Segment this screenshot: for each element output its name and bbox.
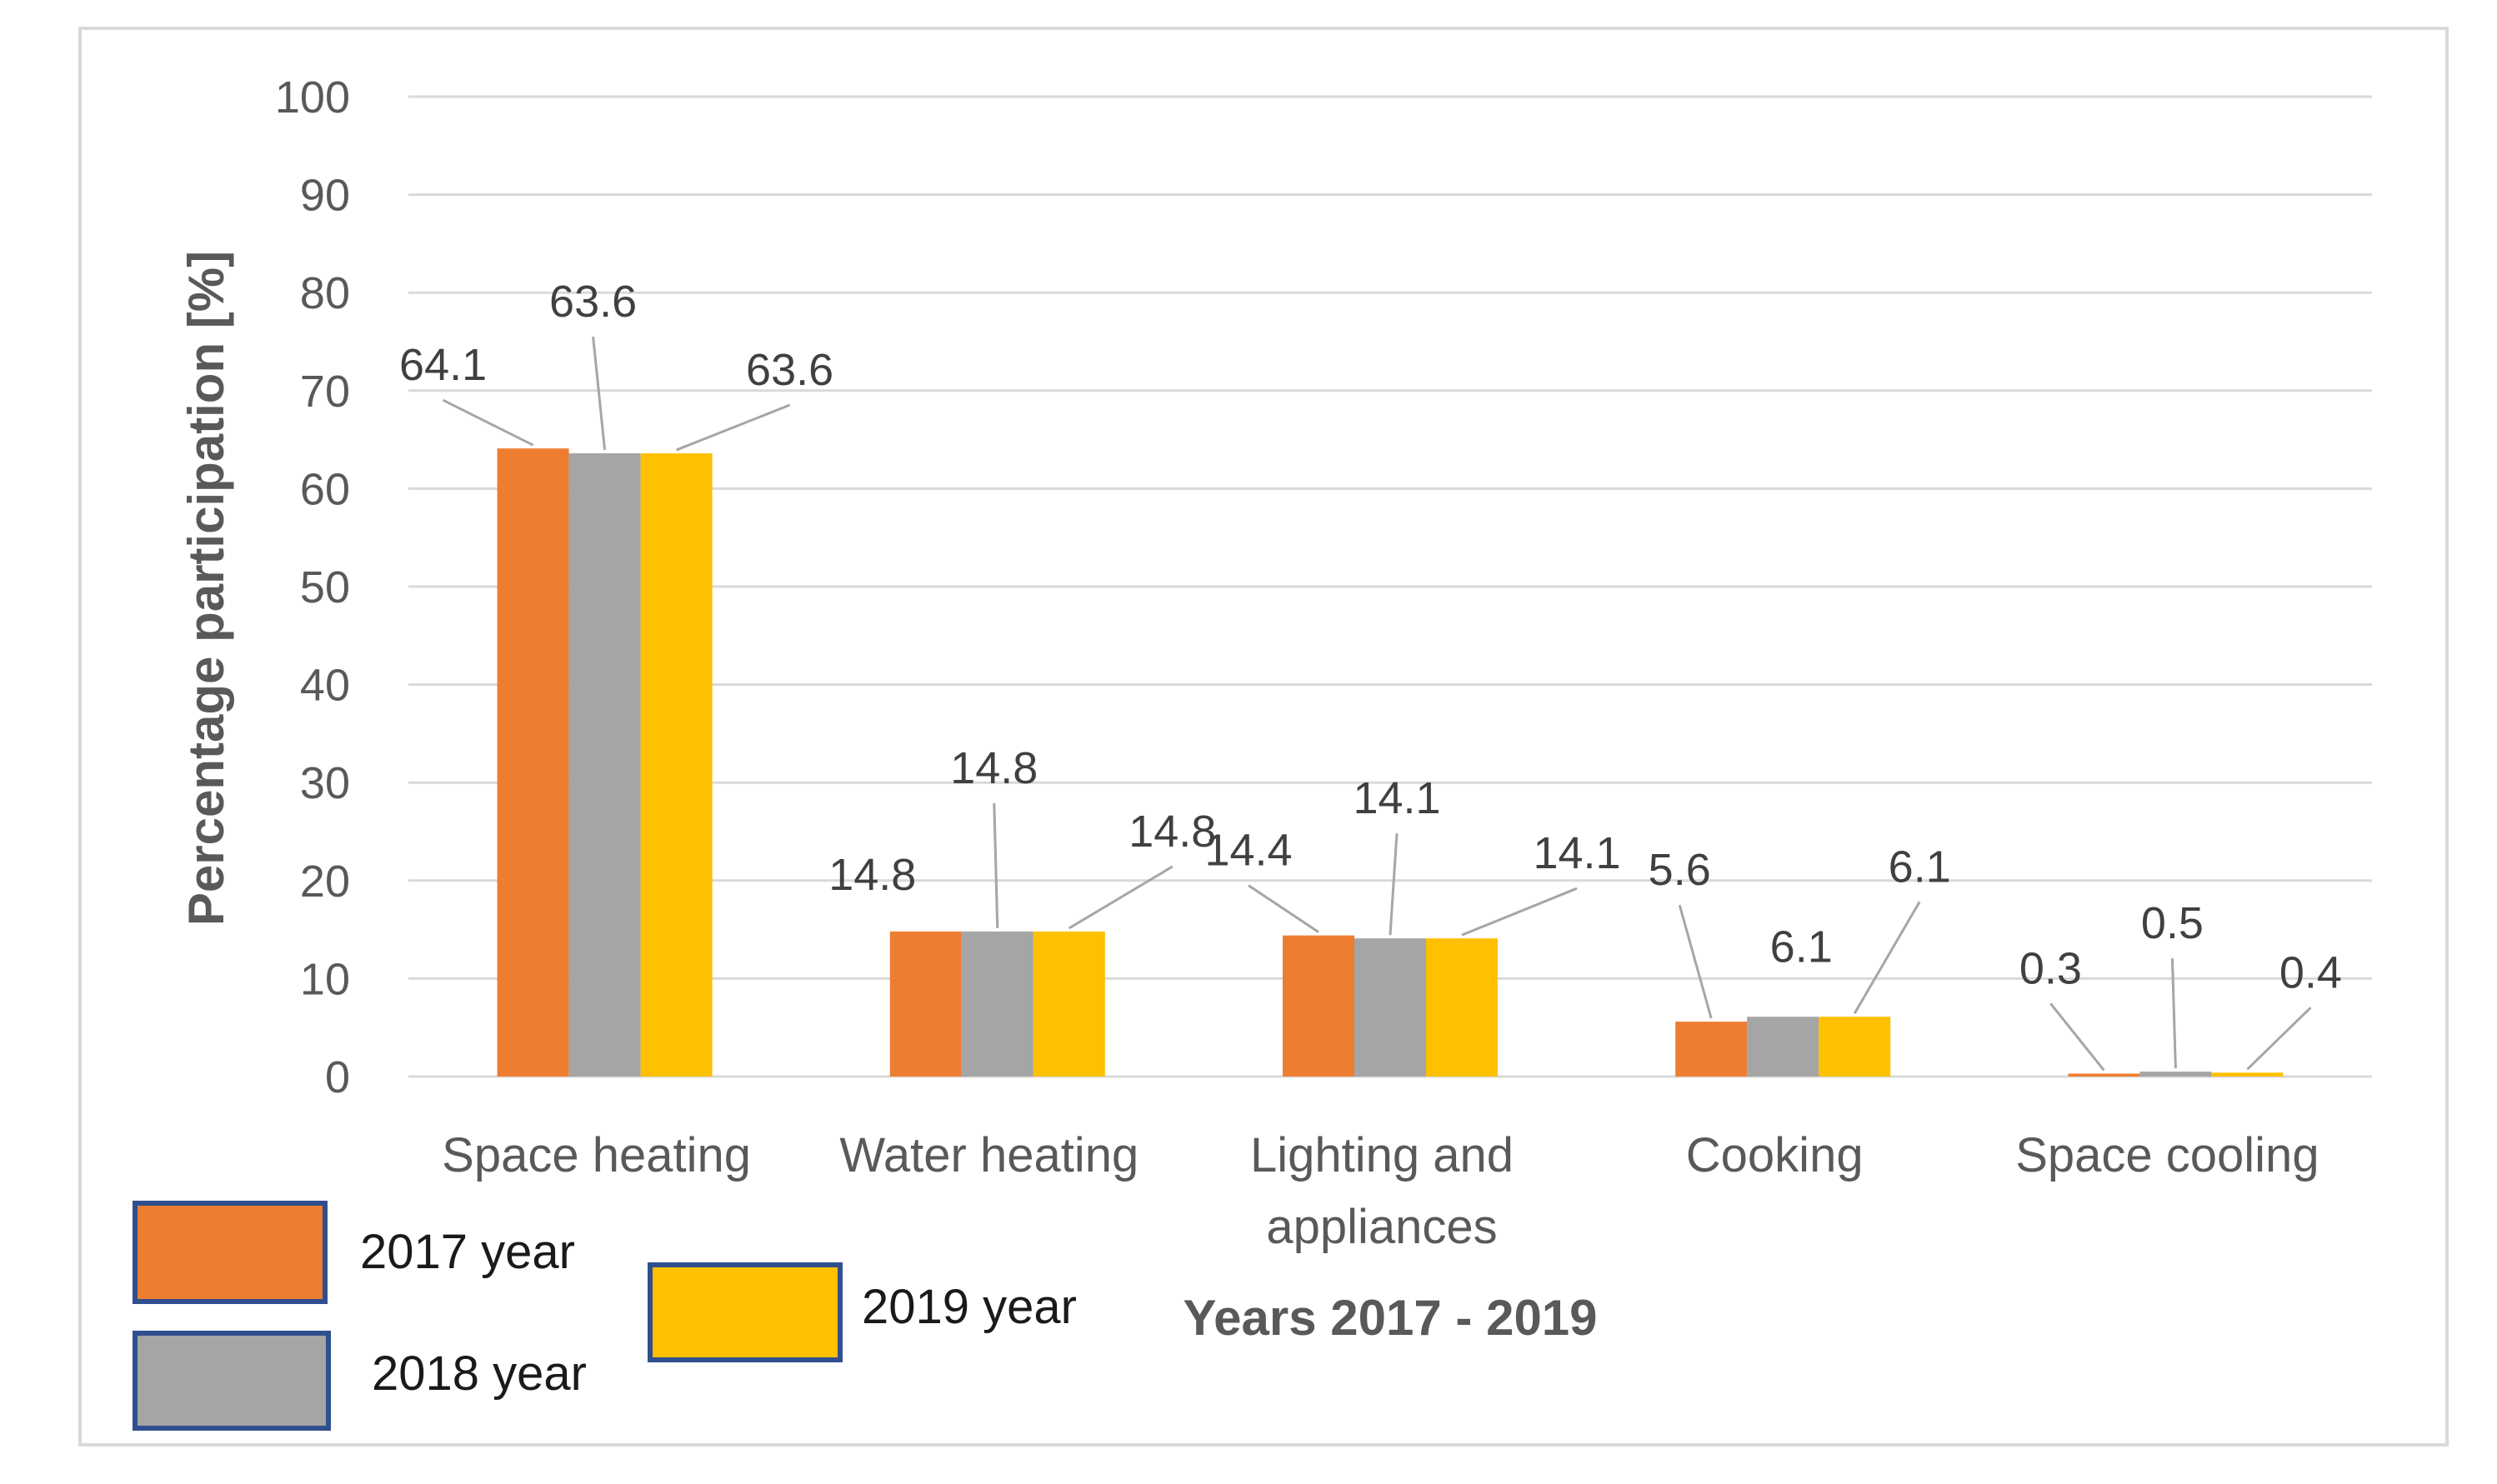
category-labels: Space heating Water heating Lighting and ap… <box>442 1128 2319 1254</box>
y-tick-labels: 0 10 20 30 40 50 60 70 80 90 100 <box>275 72 350 1102</box>
y-tick-label: 50 <box>300 562 350 612</box>
leader-line <box>1389 833 1399 936</box>
y-tick-label: 60 <box>300 464 350 514</box>
legend-label: 2018 year <box>372 1347 587 1401</box>
leader-line <box>2049 1002 2105 1072</box>
leader-line <box>1461 887 1578 937</box>
data-label: 14.1 <box>1353 773 1440 823</box>
legend-swatch-2017-year <box>133 1201 328 1304</box>
data-label: 0.5 <box>2141 898 2204 948</box>
leader-line <box>676 403 791 452</box>
y-tick-label: 10 <box>300 954 350 1004</box>
category-label: Water heating <box>839 1128 1138 1182</box>
y-tick-label: 90 <box>300 171 350 221</box>
data-label: 14.1 <box>1533 828 1620 878</box>
category-label: Cooking <box>1686 1128 1864 1182</box>
y-tick-label: 100 <box>275 72 350 122</box>
bar-2018-year-1 <box>961 931 1033 1077</box>
data-labels: 64.114.8 14.4 5.60.363.614.814.16.1 0.563.6… <box>399 277 2342 997</box>
bar-2018-year-3 <box>1747 1017 1819 1077</box>
leader-line <box>1678 904 1713 1019</box>
chart-border <box>78 27 2449 1447</box>
bar-2017-year-1 <box>889 931 962 1077</box>
gridlines <box>408 95 2372 1078</box>
data-label: 63.6 <box>746 345 833 395</box>
bars <box>497 448 2284 1077</box>
y-tick-label: 40 <box>300 661 350 711</box>
bar-2019-year-0 <box>640 453 713 1077</box>
data-label: 6.1 <box>1770 922 1833 972</box>
bar-2018-year-2 <box>1354 938 1426 1077</box>
leader-line <box>442 398 534 447</box>
category-label: appliances <box>1266 1200 1497 1254</box>
data-label: 14.8 <box>950 743 1038 793</box>
leader-line <box>1248 884 1319 933</box>
bar-2018-year-0 <box>568 453 641 1077</box>
leader-line <box>993 802 999 928</box>
category-label: Space cooling <box>2015 1128 2319 1182</box>
y-axis-title: Percentage participation [%] <box>178 251 234 926</box>
legend-swatch-2018-year <box>133 1331 331 1431</box>
y-tick-label: 70 <box>300 367 350 417</box>
leader-lines <box>442 336 2312 1072</box>
bar-2017-year-3 <box>1675 1022 1748 1077</box>
category-label: Space heating <box>442 1128 751 1182</box>
y-tick-label: 0 <box>325 1052 350 1102</box>
legend-label: 2017 year <box>360 1225 575 1279</box>
bar-2019-year-2 <box>1426 938 1498 1077</box>
leader-line <box>2246 1007 2312 1071</box>
bar-2019-year-1 <box>1033 931 1105 1077</box>
data-label: 0.4 <box>2279 947 2342 997</box>
data-label: 5.6 <box>1649 845 1711 895</box>
bar-2017-year-0 <box>497 448 569 1077</box>
data-label: 14.4 <box>1204 826 1292 876</box>
leader-line <box>1068 865 1173 930</box>
leader-line <box>592 336 607 451</box>
bar-2017-year-4 <box>2068 1073 2140 1077</box>
leader-line <box>2170 958 2177 1069</box>
bar-2019-year-4 <box>2211 1072 2284 1077</box>
data-label: 14.8 <box>828 850 916 900</box>
legend-label: 2019 year <box>862 1280 1077 1334</box>
y-tick-label: 30 <box>300 758 350 808</box>
data-label: 0.3 <box>2019 943 2082 993</box>
leader-line <box>1853 901 1921 1015</box>
legend: 2017 year 2018 year 2019 year <box>133 1201 1077 1431</box>
bar-2017-year-2 <box>1283 935 1354 1077</box>
data-label: 63.6 <box>549 277 637 327</box>
data-label: 14.8 <box>1128 807 1216 857</box>
y-tick-label: 20 <box>300 857 350 907</box>
data-label: 64.1 <box>399 340 487 390</box>
bar-2018-year-4 <box>2139 1072 2212 1077</box>
bar-2019-year-3 <box>1819 1017 1891 1077</box>
data-label: 6.1 <box>1889 842 1951 892</box>
category-label: Lighting and <box>1250 1128 1514 1182</box>
x-axis-title: Years 2017 - 2019 <box>1183 1290 1597 1346</box>
y-tick-label: 80 <box>300 268 350 318</box>
legend-swatch-2019-year <box>648 1262 843 1362</box>
